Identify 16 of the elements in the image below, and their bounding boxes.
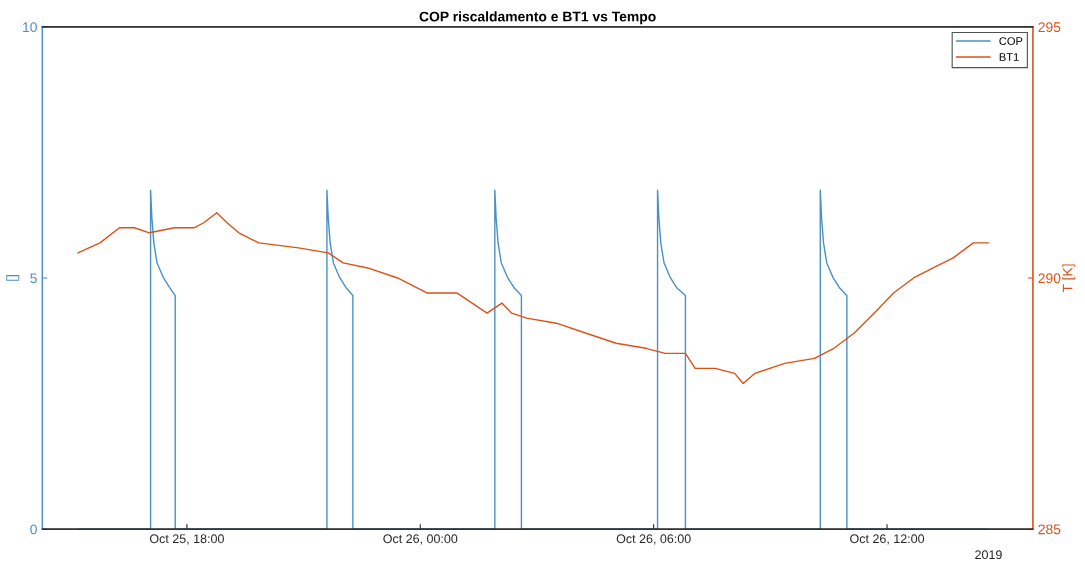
x-tick-label: Oct 26, 06:00	[616, 534, 691, 545]
y2-axis-title: T [K]	[1062, 264, 1076, 293]
y-tick-label: 0	[30, 524, 37, 535]
y-tick-label: 10	[23, 22, 37, 33]
legend-label: BT1	[999, 53, 1019, 61]
y2-tick-label: 285	[1038, 524, 1061, 535]
x-tick-label: Oct 25, 18:00	[149, 534, 224, 545]
y-tick-label: 5	[30, 273, 37, 284]
text: 2019	[975, 550, 1002, 560]
chart-title: COP riscaldamento e BT1 vs Tempo	[419, 11, 656, 25]
x-tick-label: Oct 26, 00:00	[383, 534, 458, 545]
y2-tick-label: 290	[1038, 273, 1061, 284]
y-axis-title: []	[6, 275, 20, 281]
legend-label: COP	[999, 37, 1023, 46]
y2-tick-label: 295	[1038, 22, 1061, 33]
x-tick-label: Oct 26, 12:00	[850, 534, 925, 545]
